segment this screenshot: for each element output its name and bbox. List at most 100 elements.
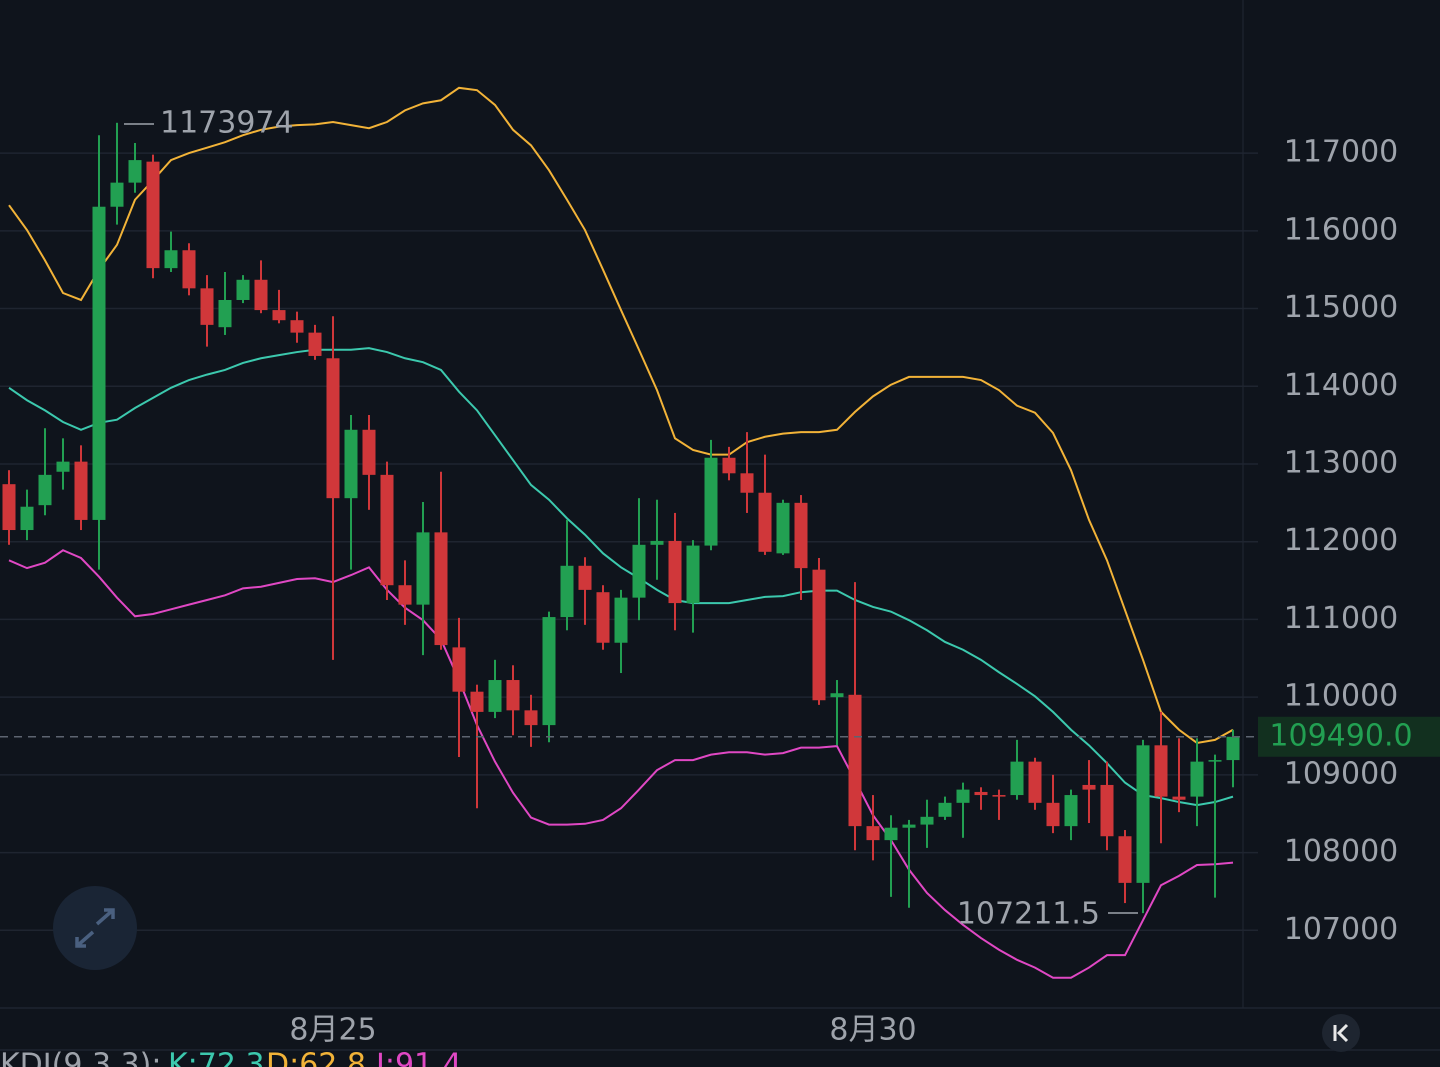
candle-body	[722, 457, 736, 474]
candle-body	[1190, 761, 1204, 797]
candle-body	[596, 592, 610, 643]
candle-body	[884, 827, 898, 841]
candle-body	[776, 502, 790, 554]
candle-body	[560, 565, 574, 618]
price-label-box	[1258, 716, 1440, 757]
indicator-d: D:62.8	[266, 1048, 366, 1067]
candle-body	[236, 279, 250, 300]
candle-body	[128, 160, 142, 183]
candle-body	[848, 694, 862, 827]
candle-body	[182, 250, 196, 289]
candle-body	[1100, 784, 1114, 837]
candle-body	[362, 429, 376, 475]
candle-body	[992, 795, 1006, 797]
candle-body	[20, 506, 34, 531]
candle-body	[92, 206, 106, 520]
candle-body	[1046, 802, 1060, 827]
y-tick-label: 108000	[1284, 834, 1399, 869]
y-tick-label: 117000	[1284, 135, 1399, 170]
candle-body	[686, 545, 700, 604]
band-line	[8, 549, 1234, 979]
candle-body	[578, 565, 592, 590]
expand-icon	[75, 908, 115, 948]
candle-body	[1154, 745, 1168, 797]
candle-body	[920, 816, 934, 825]
candle-body	[938, 802, 952, 817]
candle-body	[254, 279, 268, 311]
candle-body	[380, 474, 394, 586]
candle-body	[74, 461, 88, 520]
band-line	[8, 86, 1234, 745]
candle-body	[506, 680, 520, 711]
candle-body	[434, 532, 448, 646]
expand-button[interactable]	[53, 886, 137, 970]
candle-body	[1208, 760, 1222, 762]
plot-layer: 107000 108000 109000 110000 111000 112000 1130…	[0, 86, 1440, 1048]
candle-body	[758, 492, 772, 552]
candle-body	[272, 310, 286, 321]
y-tick-label: 107000	[1284, 912, 1399, 947]
candle-body	[146, 161, 160, 269]
candle-body	[1028, 761, 1042, 803]
candle-body	[1226, 736, 1240, 761]
candle-body	[794, 502, 808, 569]
candle-body	[902, 824, 916, 828]
y-tick-label: 109000	[1284, 756, 1399, 791]
y-tick-label: 112000	[1284, 523, 1399, 558]
candle-body	[956, 789, 970, 803]
button-icon	[1333, 1023, 1349, 1043]
y-tick-label: 113000	[1284, 445, 1399, 480]
candle-body	[650, 540, 664, 545]
candle-body	[668, 540, 682, 604]
candle-body	[290, 320, 304, 333]
candle-body	[326, 358, 340, 499]
candle-body	[470, 691, 484, 712]
y-tick-label: 116000	[1284, 212, 1399, 247]
indicator-k: K:72.3	[168, 1048, 265, 1067]
band-line	[8, 347, 1234, 807]
candle-body	[308, 332, 322, 356]
expand-circle[interactable]	[53, 886, 137, 970]
candle-body	[200, 288, 214, 325]
candle-body	[866, 826, 880, 841]
candle-body	[416, 532, 430, 605]
high-annotation: 1173974	[160, 106, 294, 141]
candle-body	[614, 597, 628, 643]
candle-body	[704, 457, 718, 546]
candle-body	[398, 585, 412, 605]
indicator-j: J:91.4	[374, 1048, 462, 1067]
candle-body	[812, 569, 826, 701]
candle-body	[1082, 784, 1096, 790]
candle-body	[56, 461, 70, 472]
candle-body	[488, 680, 502, 712]
candle-body	[344, 429, 358, 499]
price-label: 109490.0	[1269, 718, 1412, 753]
y-tick-label: 115000	[1284, 290, 1399, 325]
candle-body	[830, 693, 844, 698]
candle-body	[452, 647, 466, 692]
candle-body	[1172, 796, 1186, 800]
candle-body	[524, 710, 538, 726]
y-tick-label: 114000	[1284, 368, 1399, 403]
x-tick-label: 8月30	[829, 1013, 916, 1048]
candle-body	[1136, 745, 1150, 883]
scroll-start-button[interactable]	[1322, 1014, 1360, 1052]
candle-body	[740, 473, 754, 493]
candle-body	[1064, 795, 1078, 827]
candle-body	[1118, 836, 1132, 883]
candle-body	[38, 474, 52, 506]
candle-body	[218, 299, 232, 328]
y-tick-label: 110000	[1284, 679, 1399, 714]
low-annotation: 107211.5	[957, 897, 1100, 932]
indicator-label: KDJ(9,3,3):	[0, 1048, 161, 1067]
candle-body	[542, 617, 556, 726]
candle-body	[1010, 761, 1024, 796]
candle-body	[110, 182, 124, 207]
x-tick-label: 8月25	[289, 1013, 376, 1048]
candle-body	[632, 544, 646, 598]
candle-body	[974, 791, 988, 796]
candle-body	[2, 484, 16, 531]
candle-body	[164, 250, 178, 269]
